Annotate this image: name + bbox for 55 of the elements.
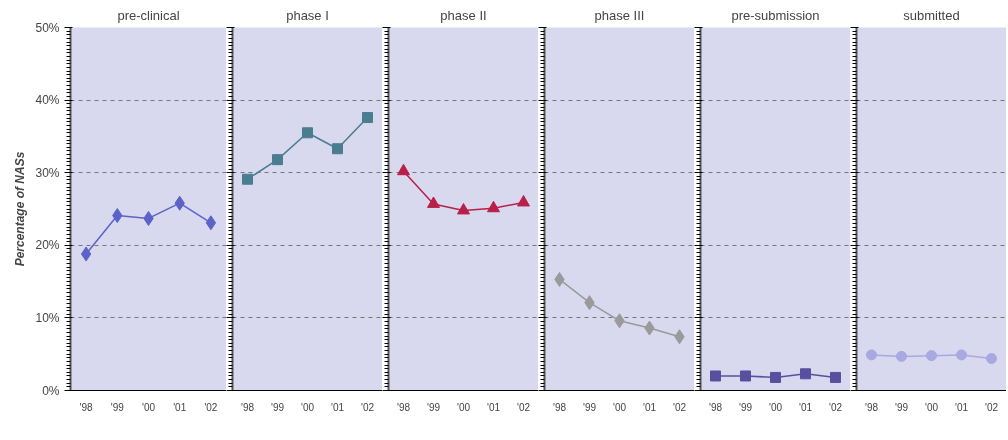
x-tick-label: '02 xyxy=(360,401,375,413)
point xyxy=(457,203,470,215)
point xyxy=(487,200,500,213)
point xyxy=(302,127,313,139)
x-tick-label: '02 xyxy=(984,401,999,413)
x-tick-label: '99 xyxy=(738,401,753,413)
point xyxy=(427,196,440,208)
chart-title: submitted xyxy=(903,7,960,23)
x-tick-label: '02 xyxy=(672,401,687,413)
point xyxy=(332,143,343,155)
point xyxy=(205,215,217,231)
point xyxy=(80,246,92,262)
x-tick-label: '01 xyxy=(330,401,345,413)
x-tick-label: '00 xyxy=(924,401,939,413)
y-tick-label: 50% xyxy=(35,20,60,35)
chart-title: phase II xyxy=(440,7,487,23)
y-tick-label: 0% xyxy=(42,383,60,398)
x-tick-label: '02 xyxy=(204,401,218,413)
x-tick-label: '02 xyxy=(828,401,843,413)
y-axis-title: Percentage of NASs xyxy=(13,151,28,267)
x-tick-label: '00 xyxy=(456,401,471,413)
x-tick-label: '98 xyxy=(240,401,255,413)
x-tick-label: '00 xyxy=(768,401,783,413)
point xyxy=(362,112,373,124)
point xyxy=(242,173,253,185)
x-tick-label: '99 xyxy=(270,401,285,413)
x-tick-label: '01 xyxy=(798,401,813,413)
chart-title: pre-submission xyxy=(731,7,820,23)
x-tick-label: '00 xyxy=(300,401,315,413)
y-tick-label: 10% xyxy=(35,310,60,325)
y-tick-label: 20% xyxy=(35,238,60,253)
x-tick-label: '00 xyxy=(141,401,156,413)
x-tick-label: '01 xyxy=(642,401,657,413)
y-tick-label: 40% xyxy=(35,93,60,108)
x-tick-label: '00 xyxy=(612,401,627,413)
x-tick-label: '98 xyxy=(864,401,879,413)
chart-title: phase III xyxy=(594,7,645,23)
chart-title: phase I xyxy=(286,7,329,23)
point xyxy=(272,154,283,166)
y-tick-label: 30% xyxy=(35,165,60,180)
x-tick-label: '99 xyxy=(582,401,597,413)
x-tick-label: '98 xyxy=(396,401,411,413)
x-tick-label: '01 xyxy=(486,401,501,413)
chart-title: pre-clinical xyxy=(117,7,180,23)
x-tick-label: '98 xyxy=(552,401,567,413)
x-tick-label: '01 xyxy=(173,401,187,413)
point xyxy=(397,163,410,176)
point xyxy=(517,195,530,207)
x-tick-label: '98 xyxy=(79,401,94,413)
x-tick-label: '02 xyxy=(516,401,531,413)
x-tick-label: '99 xyxy=(426,401,441,413)
x-tick-label: '98 xyxy=(708,401,723,413)
x-tick-label: '99 xyxy=(110,401,125,413)
x-tick-label: '01 xyxy=(954,401,969,413)
x-tick-label: '99 xyxy=(894,401,909,413)
